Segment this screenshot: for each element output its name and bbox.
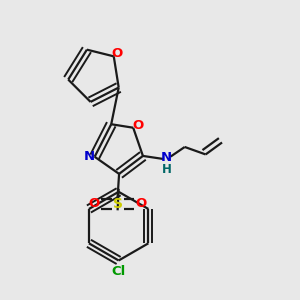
Text: N: N: [84, 150, 95, 163]
Text: O: O: [132, 119, 144, 132]
Text: O: O: [135, 197, 146, 210]
Text: Cl: Cl: [112, 265, 126, 278]
Text: O: O: [89, 197, 100, 210]
Text: S: S: [112, 197, 123, 211]
Text: O: O: [112, 47, 123, 61]
Text: N: N: [161, 151, 172, 164]
Text: H: H: [162, 163, 172, 176]
